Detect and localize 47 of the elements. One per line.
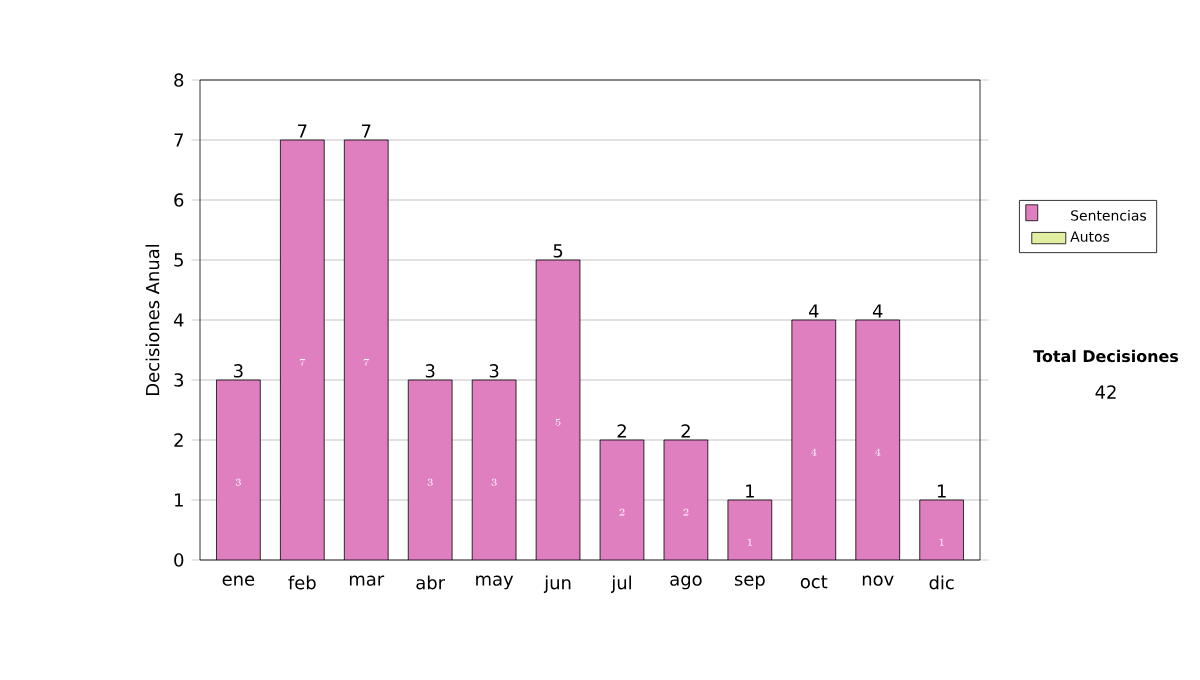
x-tick-label: oct	[800, 575, 828, 589]
total-label: 3	[234, 364, 243, 378]
total-label: 7	[362, 124, 371, 138]
bar	[855, 320, 900, 560]
x-tick-label: sep	[734, 575, 765, 590]
bar	[600, 440, 644, 560]
bar	[791, 320, 836, 560]
bar	[280, 140, 325, 560]
total-label: 1	[746, 484, 754, 498]
y-tick-label: 6	[174, 193, 184, 207]
bar	[344, 140, 389, 560]
x-tick-label: dic	[929, 575, 954, 590]
bar	[472, 380, 517, 560]
y-tick-label: 5	[174, 253, 183, 267]
y-tick-label: 4	[173, 313, 184, 327]
bar	[919, 499, 964, 560]
y-axis-title: Decisiones Anual	[145, 244, 160, 395]
bar	[408, 380, 453, 560]
total-label: 4	[808, 304, 819, 318]
x-tick-label: mar	[349, 575, 385, 586]
x-tick-label: jul	[611, 575, 631, 593]
y-tick-label: 0	[174, 553, 184, 567]
bar	[727, 500, 772, 560]
total-label: 3	[489, 364, 499, 378]
y-tick-label: 7	[174, 133, 183, 147]
total-label: 4	[872, 304, 883, 318]
total-label: 1	[937, 484, 946, 498]
x-tick-label: feb	[288, 575, 316, 590]
x-tick-label: may	[476, 575, 514, 590]
x-tick-label: ago	[670, 575, 702, 590]
bar	[536, 260, 580, 560]
y-tick-label: 3	[174, 373, 184, 387]
x-tick-label: jun	[543, 575, 571, 593]
total-label: 5	[553, 244, 563, 258]
x-tick-label: ene	[222, 575, 255, 586]
y-tick-label: 8	[174, 73, 184, 87]
x-tick-label: abr	[416, 575, 446, 590]
bar	[664, 440, 708, 560]
total-label: 7	[298, 124, 307, 138]
total-label: 2	[617, 424, 626, 438]
x-tick-label: nov	[862, 575, 894, 586]
text: 42	[1095, 385, 1116, 399]
bar	[216, 380, 261, 560]
y-tick-label: 1	[175, 493, 183, 507]
total-label: 3	[425, 364, 435, 378]
total-label: 2	[681, 424, 690, 438]
y-tick-label: 2	[174, 433, 183, 447]
